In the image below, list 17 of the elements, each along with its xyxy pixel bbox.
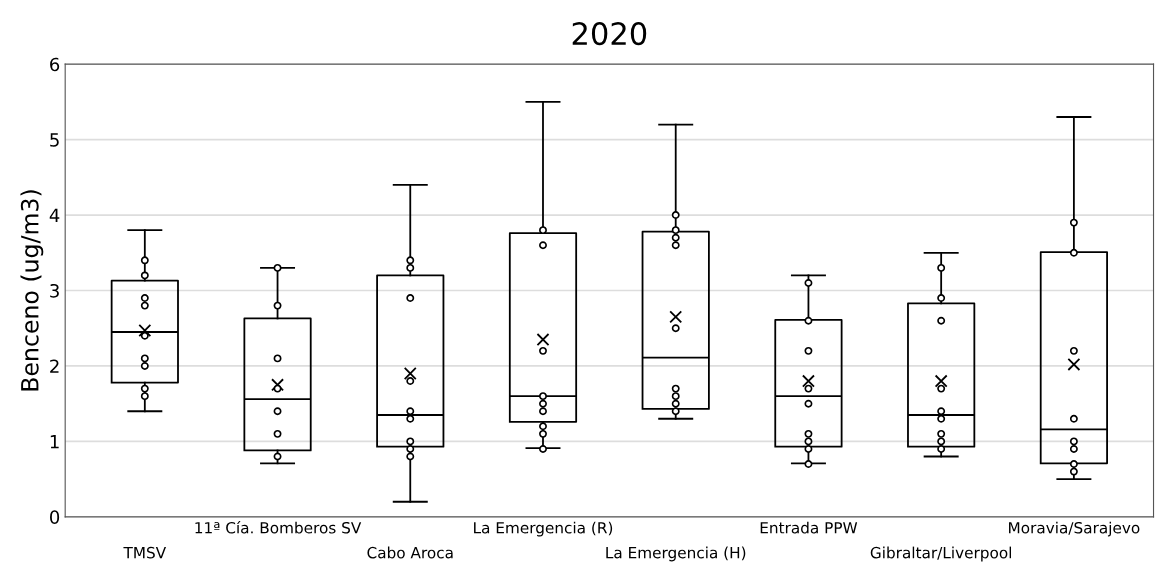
- x-tick-label: La Emergencia (H): [606, 546, 746, 562]
- x-tick-label: 11ª Cía. Bomberos SV: [195, 521, 362, 534]
- y-tick-label: 0: [50, 510, 60, 524]
- x-tick-label: Entrada PPW: [760, 521, 858, 534]
- y-tick-label: 3: [50, 283, 59, 298]
- y-tick-label: 6: [50, 57, 60, 72]
- x-tick-label: Cabo Aroca: [367, 546, 453, 559]
- x-tick-label: La Emergencia (R): [474, 521, 613, 537]
- x-tick-label: Gibraltar/Liverpool: [870, 546, 1012, 562]
- y-tick-label: 2: [50, 359, 59, 373]
- x-tick-label: TMSV: [123, 546, 167, 559]
- y-tick-label: 5: [50, 133, 59, 147]
- y-tick-label: 1: [50, 435, 59, 449]
- y-axis-title: Benceno (ug/m3): [20, 190, 44, 391]
- chart-title: 2020: [572, 22, 647, 46]
- x-tick-label: Moravia/Sarajevo: [1009, 521, 1140, 537]
- y-tick-label: 4: [49, 208, 60, 222]
